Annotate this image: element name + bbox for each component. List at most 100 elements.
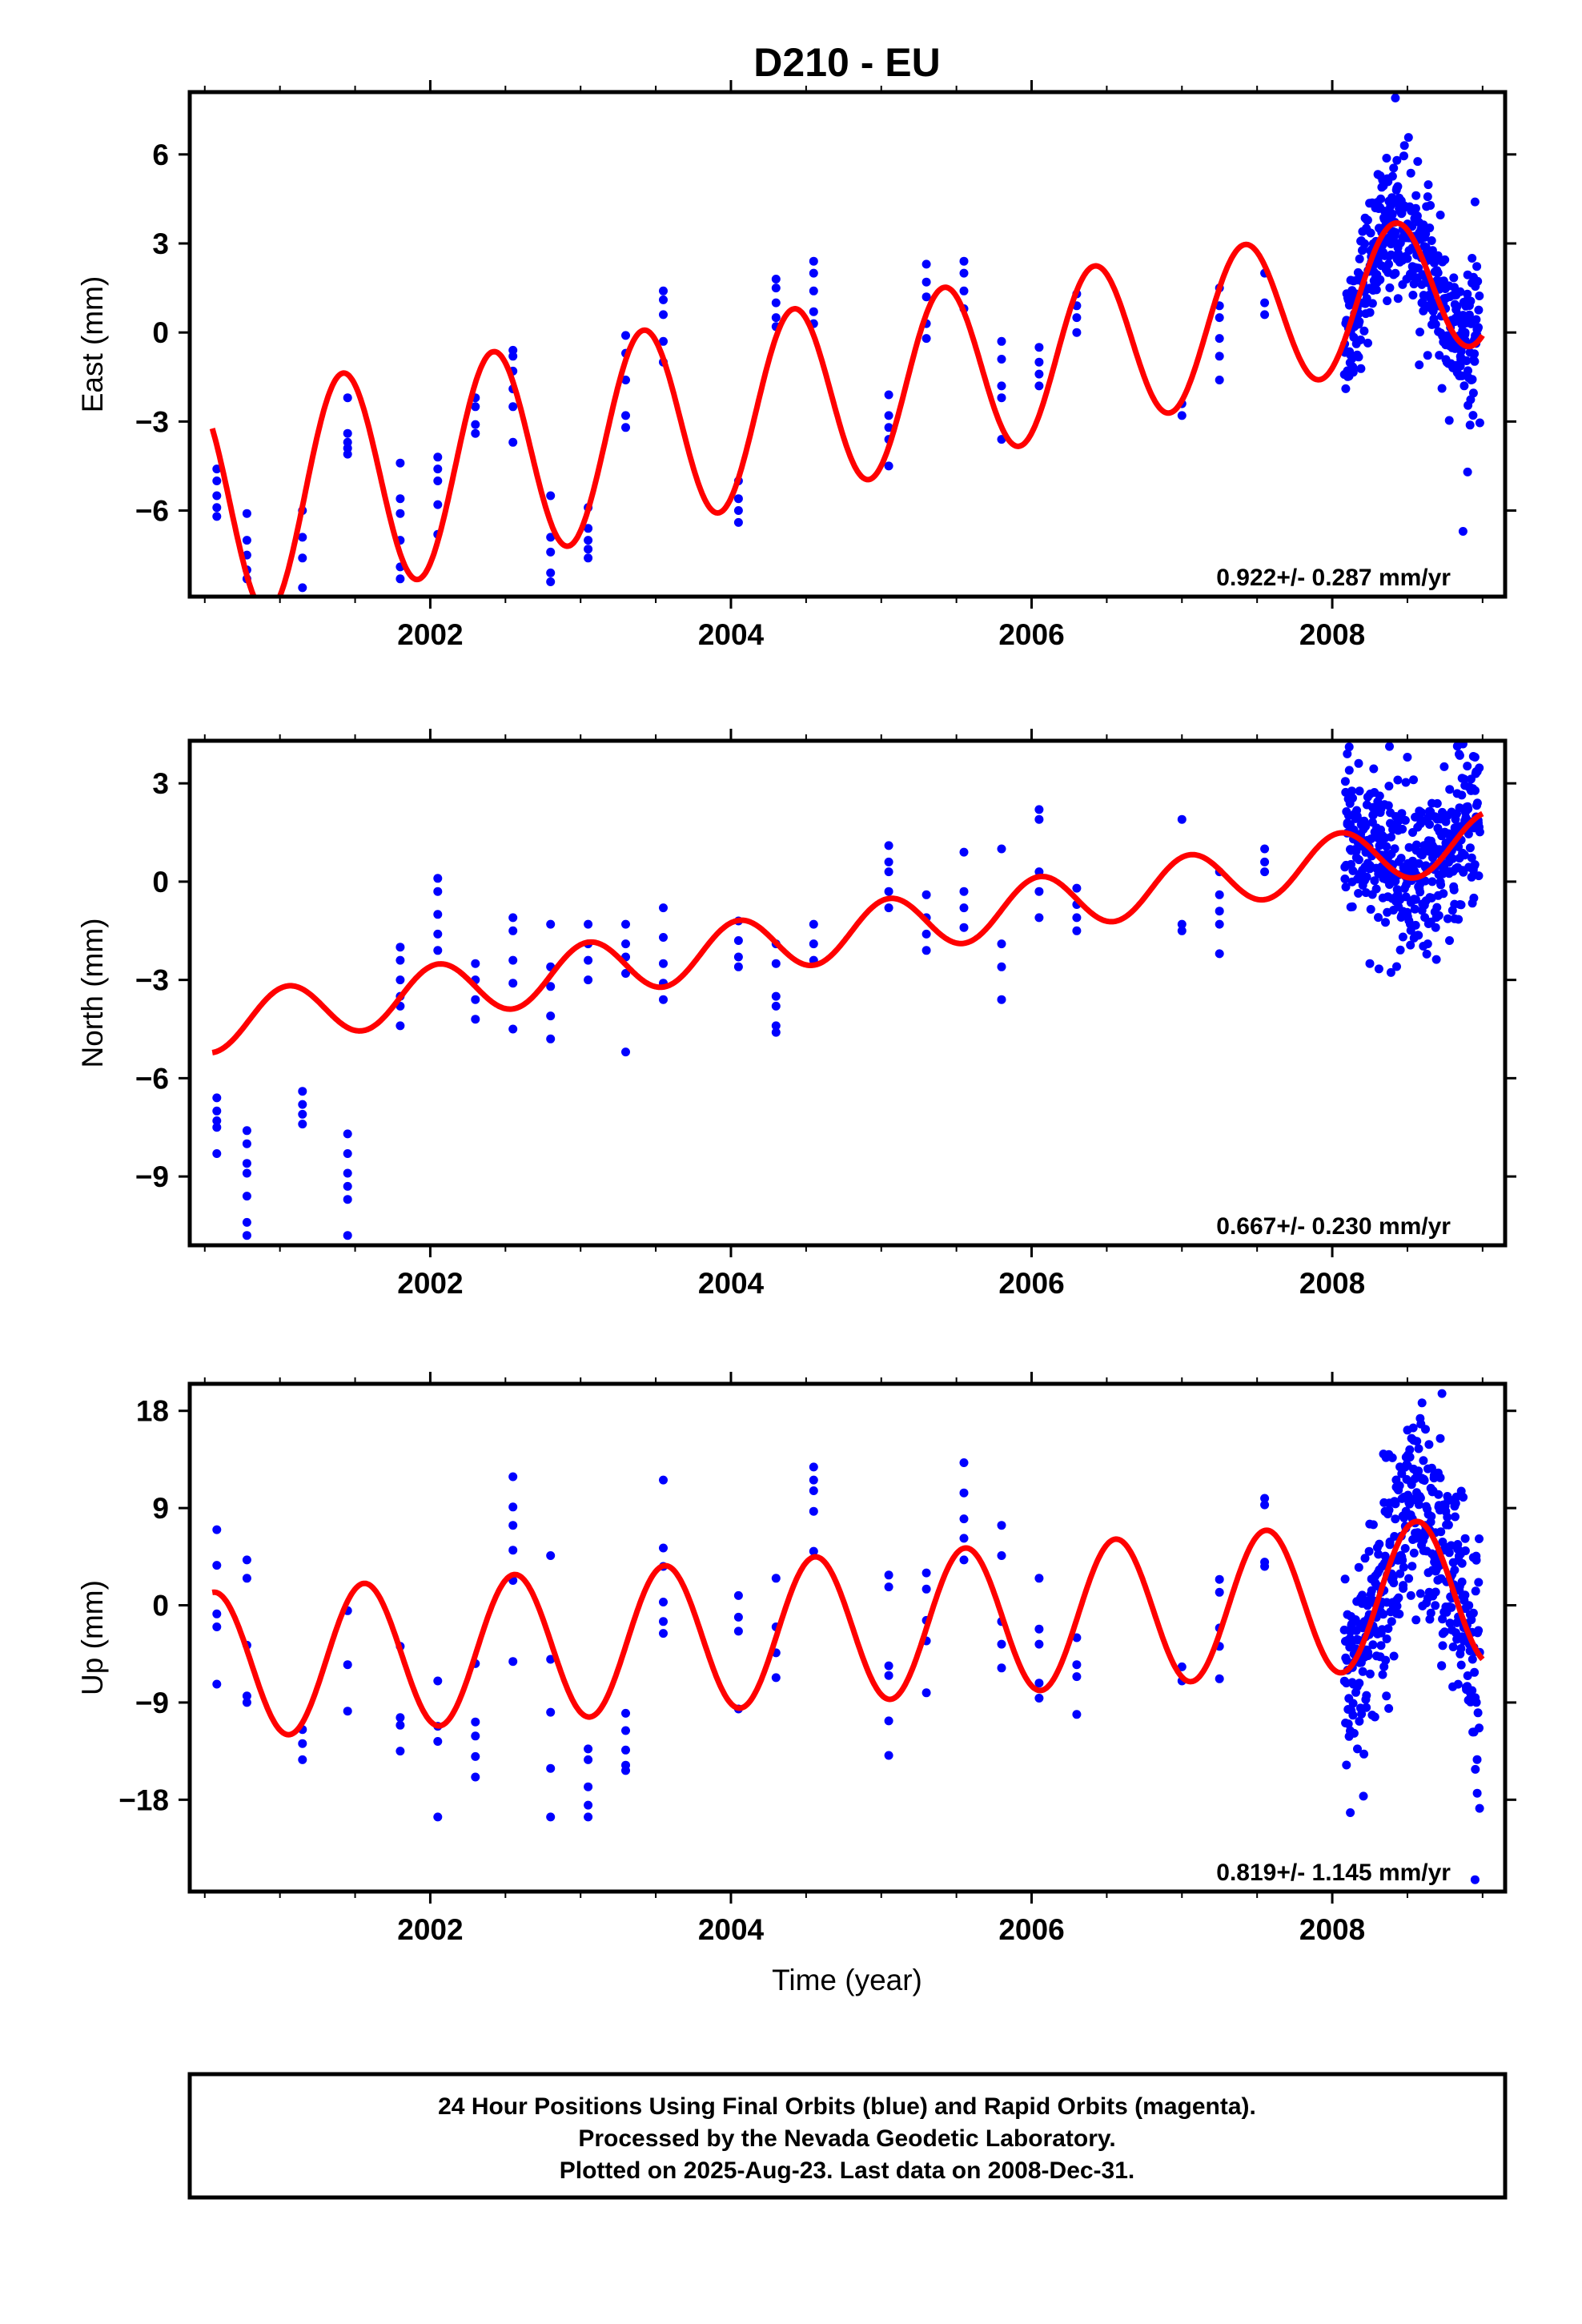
- panel-north: −9 −6 −3 0 3 2002 2004 2006 2008 North (mm) 0.667+…: [76, 729, 1516, 1300]
- east-point: [1474, 305, 1484, 315]
- north-point: [733, 962, 743, 971]
- east-point: [396, 458, 405, 468]
- north-point: [1471, 786, 1480, 795]
- up-point: [1368, 1520, 1378, 1530]
- panel-up: −18 −9 0 9 18 2002 2004 2006 2008 Up (mm) 0.819+/-…: [76, 1372, 1516, 1946]
- up-point: [884, 1570, 893, 1580]
- up-point: [1473, 1708, 1483, 1718]
- east-point: [1341, 384, 1351, 393]
- up-point: [997, 1639, 1006, 1649]
- east-point: [771, 283, 781, 293]
- up-point: [1434, 1490, 1443, 1499]
- north-point: [1374, 913, 1383, 923]
- up-point: [1340, 1574, 1350, 1584]
- north-point: [1215, 890, 1224, 899]
- east-point: [1399, 141, 1409, 151]
- north-point: [343, 1181, 352, 1191]
- east-point: [396, 509, 405, 518]
- up-point: [1475, 1534, 1484, 1543]
- north-point: [1396, 854, 1406, 863]
- east-point: [212, 503, 222, 513]
- up-point: [1471, 1586, 1480, 1596]
- up-point: [1177, 1662, 1186, 1671]
- up-point: [1072, 1710, 1082, 1719]
- east-point: [242, 536, 251, 545]
- up-point: [584, 1812, 593, 1822]
- up-point: [508, 1657, 518, 1667]
- north-point: [1409, 775, 1418, 785]
- up-point: [584, 1800, 593, 1810]
- north-xtick-label: 2004: [698, 1267, 765, 1300]
- east-point: [508, 437, 518, 447]
- north-point: [396, 975, 405, 985]
- north-point: [1354, 855, 1363, 865]
- north-point: [546, 982, 556, 991]
- up-point: [1448, 1642, 1458, 1651]
- up-point: [1389, 1651, 1399, 1661]
- north-point: [212, 1149, 222, 1158]
- up-point: [621, 1766, 630, 1775]
- up-point: [1414, 1466, 1423, 1476]
- east-point: [1387, 171, 1397, 181]
- north-point: [1034, 913, 1044, 923]
- north-point: [621, 919, 630, 929]
- north-point: [1375, 791, 1384, 801]
- east-point: [1440, 255, 1450, 264]
- north-point: [621, 939, 630, 949]
- up-point: [1034, 1574, 1044, 1583]
- up-point: [771, 1673, 781, 1683]
- up-point: [471, 1717, 480, 1727]
- east-point: [809, 268, 818, 278]
- east-point: [1355, 254, 1364, 263]
- up-point: [1381, 1655, 1391, 1665]
- up-point: [1034, 1624, 1044, 1634]
- east-point: [1466, 296, 1476, 306]
- east-point: [1034, 381, 1044, 391]
- up-point: [1391, 1499, 1400, 1509]
- up-point: [396, 1747, 405, 1756]
- east-point: [1376, 194, 1386, 203]
- east-point: [1360, 239, 1370, 248]
- up-point: [1474, 1626, 1484, 1635]
- up-point: [471, 1772, 480, 1782]
- up-point: [1034, 1639, 1044, 1649]
- east-point: [1391, 268, 1400, 278]
- north-point: [1467, 853, 1476, 862]
- north-point: [921, 890, 931, 899]
- east-point: [343, 393, 352, 403]
- up-point: [1411, 1615, 1421, 1625]
- north-point: [1340, 875, 1350, 883]
- north-point: [1348, 866, 1358, 875]
- east-point: [508, 352, 518, 361]
- east-point: [659, 286, 668, 296]
- up-point: [1451, 1512, 1460, 1522]
- up-ytick-label: −9: [135, 1687, 169, 1719]
- up-point: [1424, 1440, 1434, 1449]
- east-point: [433, 500, 443, 509]
- up-point: [1374, 1550, 1383, 1559]
- up-point: [1362, 1691, 1371, 1700]
- up-point: [1376, 1641, 1386, 1651]
- north-point: [1177, 814, 1186, 824]
- up-point: [1357, 1709, 1367, 1719]
- east-point: [1365, 308, 1375, 317]
- north-point: [1385, 742, 1394, 751]
- up-point: [621, 1745, 630, 1755]
- north-point: [212, 1116, 222, 1125]
- north-point: [1355, 786, 1364, 796]
- east-point: [471, 402, 480, 412]
- north-point: [1344, 766, 1354, 775]
- north-point: [959, 887, 969, 896]
- up-point: [1355, 1716, 1364, 1726]
- up-point: [659, 1629, 668, 1638]
- east-point: [584, 545, 593, 554]
- east-point: [1464, 310, 1474, 320]
- north-point: [1034, 805, 1044, 814]
- east-point: [1460, 381, 1469, 391]
- up-point: [1072, 1660, 1082, 1670]
- north-point: [1460, 850, 1469, 860]
- north-point: [1474, 871, 1484, 881]
- north-point: [884, 887, 893, 896]
- up-point: [1407, 1562, 1417, 1571]
- up-point: [1439, 1627, 1449, 1637]
